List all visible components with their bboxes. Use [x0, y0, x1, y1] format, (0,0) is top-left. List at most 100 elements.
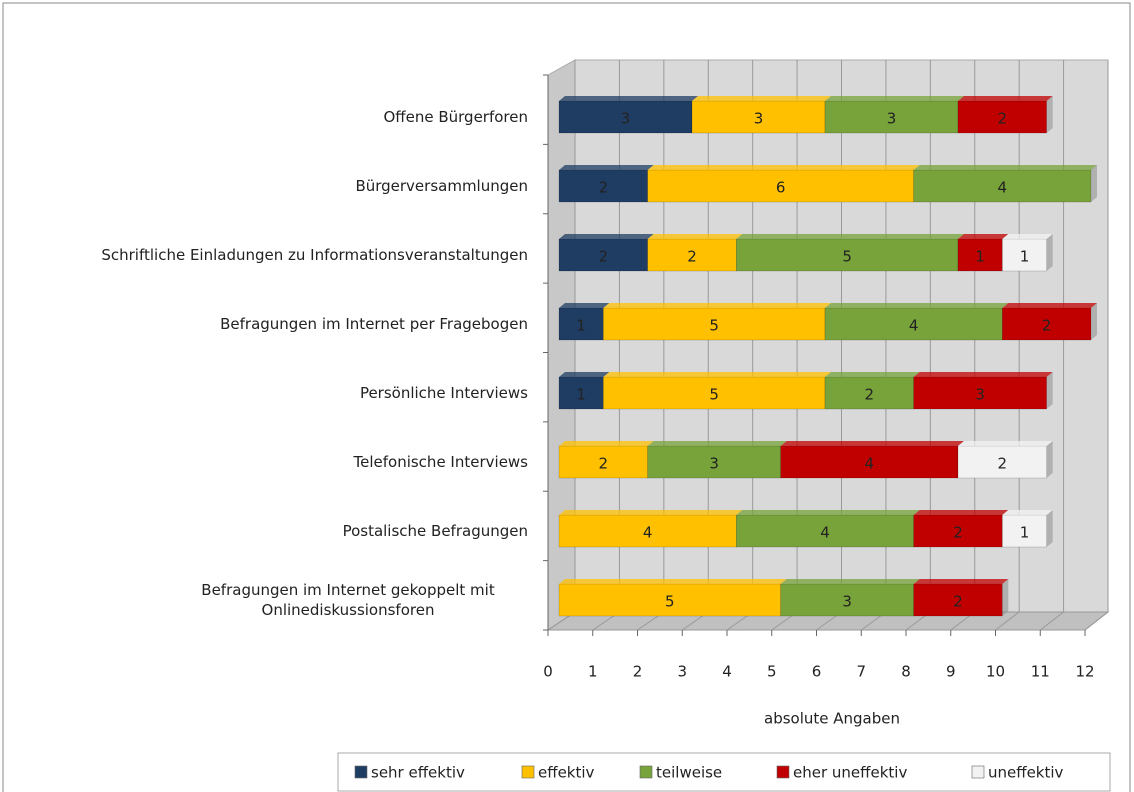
category-label: Befragungen im Internet per Fragebogen [220, 315, 528, 333]
data-label: 6 [776, 179, 786, 197]
floor-grid-line [1084, 611, 1109, 631]
x-tick-label: 8 [901, 663, 911, 681]
x-tick-label: 1 [588, 663, 598, 681]
bar-top [559, 234, 654, 239]
data-label: 2 [953, 524, 963, 542]
bar-top [603, 303, 831, 308]
bar-top [825, 303, 1009, 308]
legend-label: sehr effektiv [371, 764, 465, 782]
data-label: 2 [599, 455, 609, 473]
data-label: 3 [975, 386, 985, 404]
data-label: 3 [887, 110, 897, 128]
data-label: 4 [909, 317, 919, 335]
bar-segment [1002, 514, 1047, 548]
category-label: Offene Bürgerforen [383, 108, 528, 126]
bar-end [1002, 579, 1009, 616]
bar-top [780, 441, 964, 446]
bar-segment [1002, 307, 1092, 341]
bar-end [1046, 234, 1053, 271]
x-tick-label: 10 [986, 663, 1005, 681]
data-label: 3 [842, 593, 852, 611]
bar-segment [1002, 238, 1047, 272]
x-axis-label: absolute Angaben [764, 710, 900, 728]
data-label: 3 [621, 110, 631, 128]
data-label: 4 [820, 524, 830, 542]
bar-segment [913, 376, 1047, 410]
x-tick-label: 11 [1031, 663, 1050, 681]
bar-top [559, 372, 610, 377]
bar-segment [647, 445, 781, 479]
data-label: 1 [1020, 524, 1030, 542]
bar-top [736, 234, 964, 239]
data-label: 5 [842, 248, 852, 266]
bar-top [1002, 303, 1097, 308]
category-label: Telefonische Interviews [353, 453, 529, 471]
data-label: 2 [1042, 317, 1052, 335]
category-label: Schriftliche Einladungen zu Informations… [101, 246, 528, 264]
bar-top [559, 165, 654, 170]
legend-swatch [776, 765, 790, 779]
floor-grid-line [1039, 611, 1064, 631]
bar-top [647, 441, 787, 446]
data-label: 5 [709, 386, 719, 404]
bar-segment [558, 514, 737, 548]
x-tick-label: 0 [543, 663, 553, 681]
category-label: Bürgerversammlungen [355, 177, 528, 195]
data-label: 1 [975, 248, 985, 266]
bar-top [603, 372, 831, 377]
bar-segment [957, 238, 1003, 272]
bar-top [780, 579, 920, 584]
x-tick-label: 4 [722, 663, 732, 681]
data-label: 1 [576, 386, 586, 404]
bar-top [692, 96, 831, 101]
bar-top [559, 96, 698, 101]
bar-segment [780, 583, 914, 617]
category-label: Postalische Befragungen [342, 522, 528, 540]
x-tick-label: 12 [1075, 663, 1094, 681]
bar-segment [558, 445, 648, 479]
bar-segment [957, 445, 1047, 479]
category-label: Persönliche Interviews [359, 384, 528, 402]
bar-top [647, 234, 743, 239]
bar-segment [603, 376, 826, 410]
legend-swatch [639, 765, 653, 779]
bar-top [1002, 510, 1053, 515]
bar-top [913, 165, 1097, 170]
bar-segment [691, 100, 826, 134]
bar-segment [913, 169, 1092, 203]
bar-segment [558, 307, 604, 341]
data-label: 2 [998, 110, 1008, 128]
bar-end [1091, 165, 1097, 202]
x-tick-label: 6 [812, 663, 822, 681]
x-tick-label: 7 [856, 663, 866, 681]
data-label: 5 [709, 317, 719, 335]
bar-top [736, 510, 920, 515]
bar-end [1046, 441, 1053, 478]
bar-segment [824, 376, 914, 410]
bar-top [825, 96, 964, 101]
legend-swatch [521, 765, 535, 779]
bar-segment [647, 238, 737, 272]
bar-top [559, 303, 610, 308]
bar-top [559, 510, 743, 515]
legend-swatch [354, 765, 368, 779]
data-label: 2 [865, 386, 875, 404]
bar-segment [736, 238, 959, 272]
bar-segment [558, 100, 693, 134]
x-tick-label: 9 [946, 663, 956, 681]
x-tick-label: 2 [633, 663, 643, 681]
data-label: 2 [998, 455, 1008, 473]
legend-label: teilweise [656, 764, 722, 782]
bar-top [913, 372, 1053, 377]
data-label: 2 [599, 248, 609, 266]
bar-top [825, 372, 920, 377]
data-label: 2 [953, 593, 963, 611]
x-tick-label: 3 [677, 663, 687, 681]
bar-top [559, 441, 654, 446]
bar-top [913, 579, 1009, 584]
bar-top [958, 234, 1009, 239]
bar-segment [736, 514, 914, 548]
legend-label: uneffektiv [988, 764, 1064, 782]
